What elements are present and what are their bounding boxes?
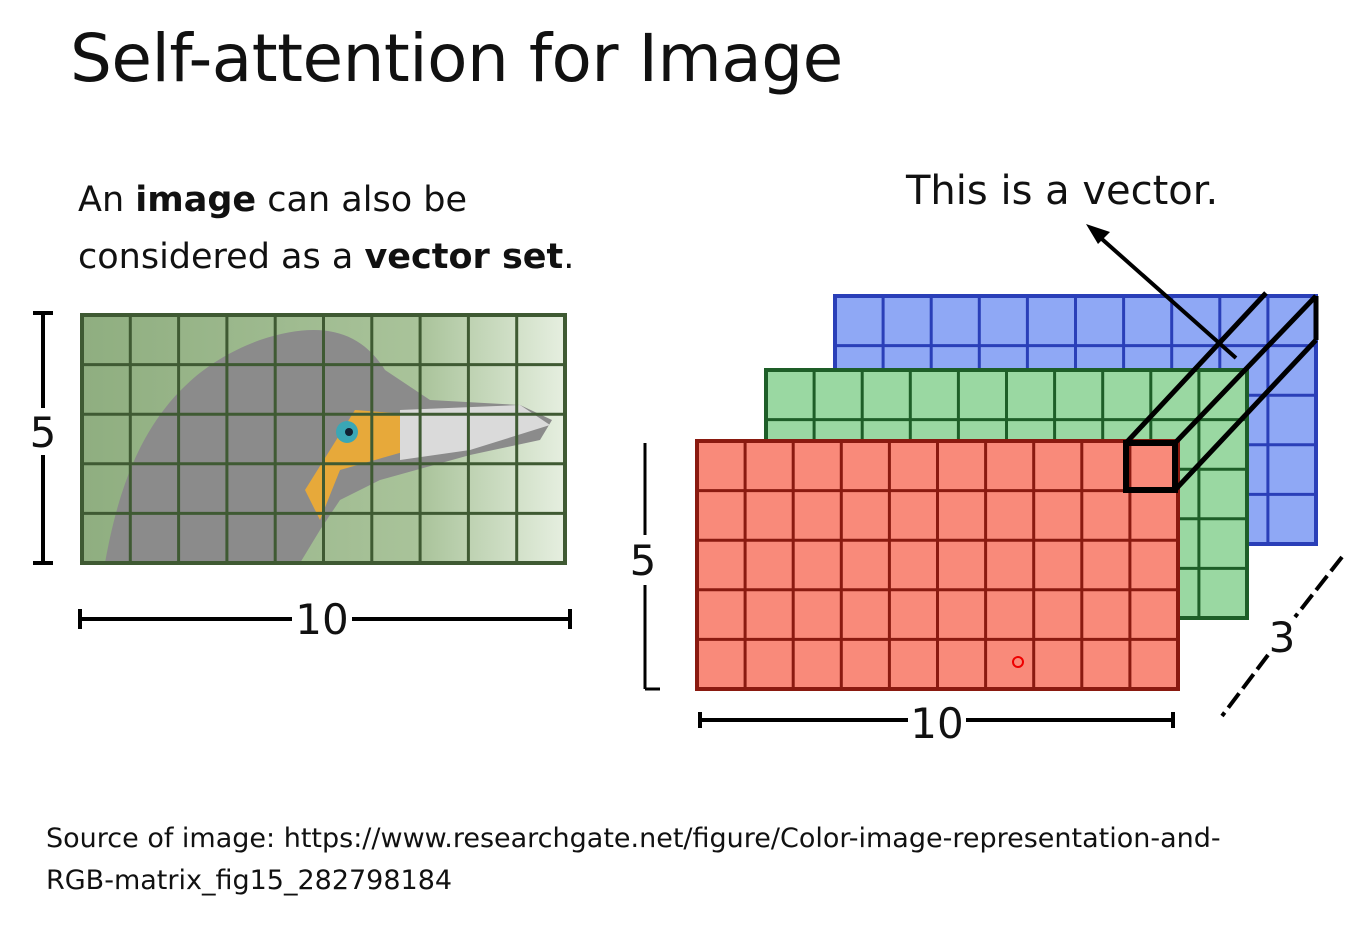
right-width-label: 10 [910, 699, 963, 748]
source-citation: Source of image: https://www.researchgat… [46, 818, 1221, 902]
source-line: Source of image: https://www.researchgat… [46, 823, 1221, 854]
right-height-dimension [643, 443, 660, 691]
text: can also be [256, 180, 467, 220]
text: An [78, 180, 136, 220]
left-width-dimension [78, 609, 572, 629]
right-width-dimension [698, 712, 1175, 728]
right-depth-dimension [1220, 555, 1344, 718]
left-height-dimension [33, 311, 53, 565]
vector-label: This is a vector. [906, 168, 1219, 214]
right-depth-label: 3 [1269, 613, 1296, 662]
bold-text: vector set [364, 237, 564, 277]
image-grid [80, 313, 567, 565]
slide-title: Self-attention for Image [70, 20, 843, 97]
bold-text: image [135, 180, 257, 220]
source-line: RGB-matrix_fig15_282798184 [46, 865, 453, 896]
left-height-label: 5 [30, 408, 57, 457]
left-width-label: 10 [295, 595, 348, 644]
text: considered as a [78, 237, 365, 277]
vector-prism [1123, 291, 1319, 493]
rgb-channels [695, 294, 1318, 691]
cursor-dot [1012, 656, 1024, 668]
arrow [1086, 224, 1238, 360]
right-height-label: 5 [630, 536, 657, 585]
slide-body-text: An image can also be considered as a vec… [78, 172, 574, 286]
text: . [563, 237, 575, 277]
